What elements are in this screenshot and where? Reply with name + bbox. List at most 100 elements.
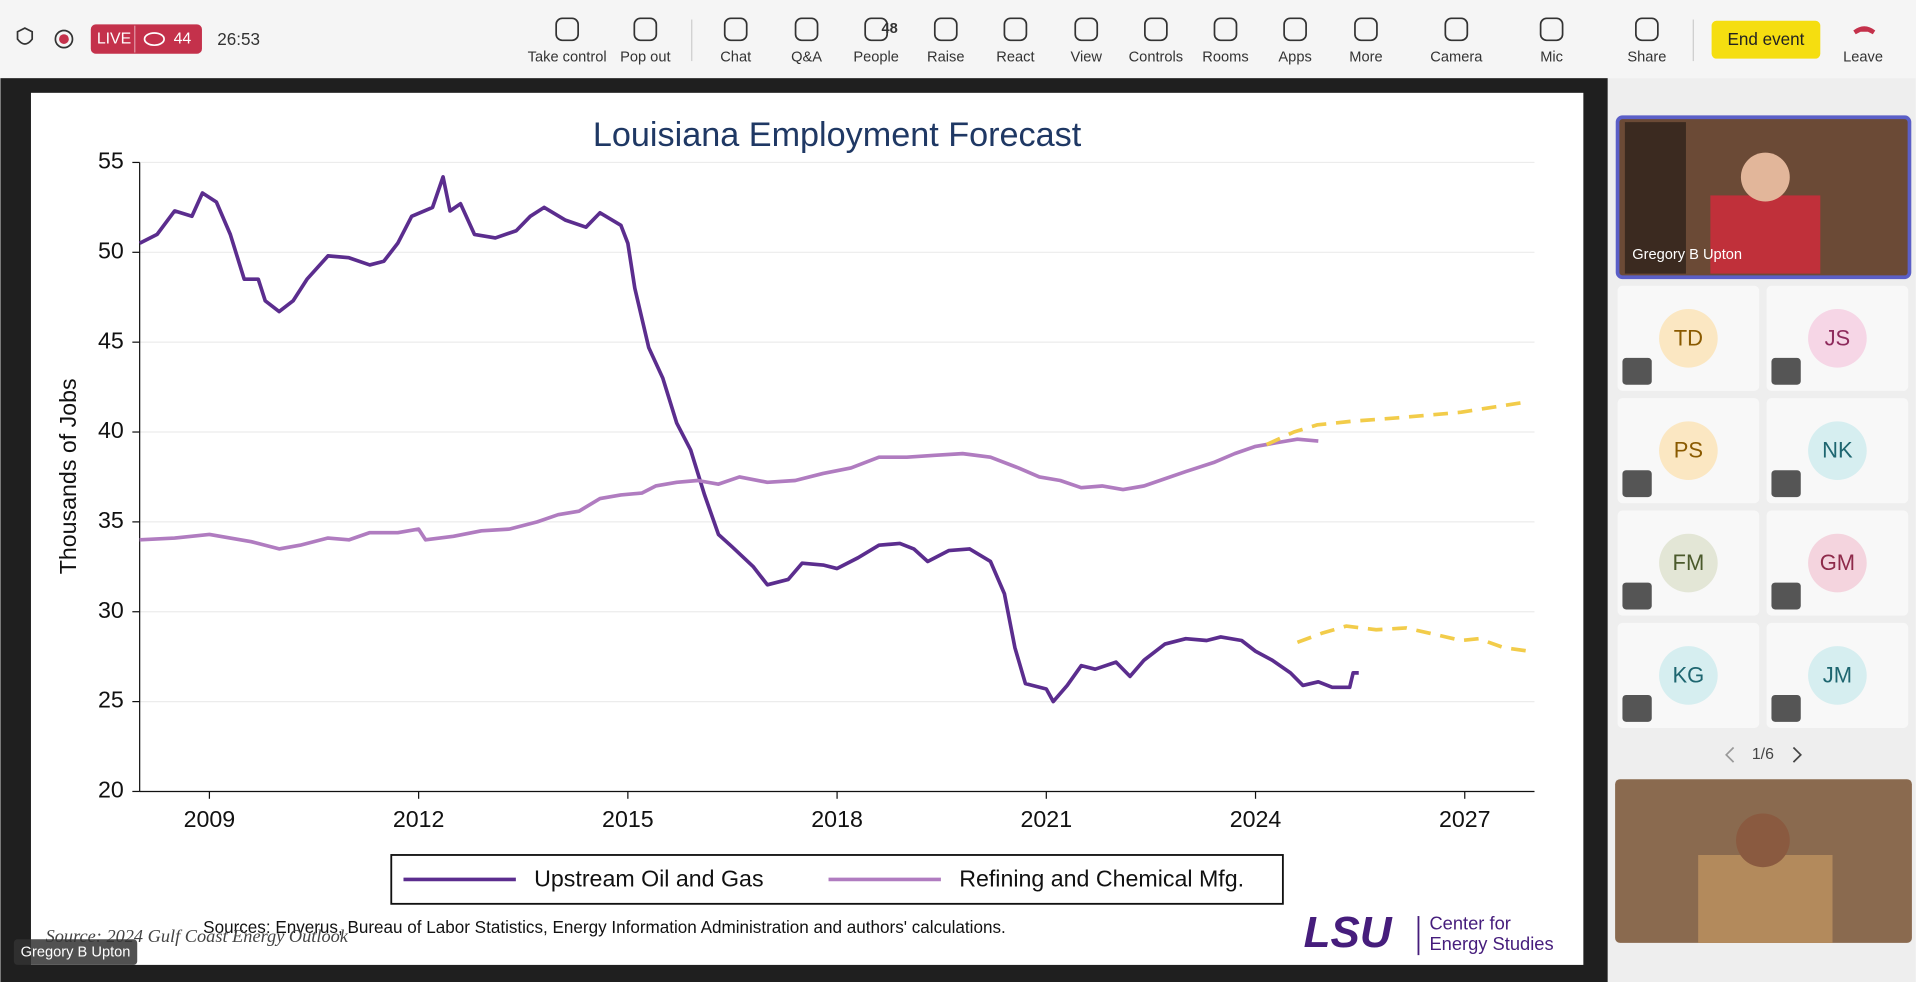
sources-text: Sources: Enverus, Bureau of Labor Statis…: [203, 918, 1006, 937]
avatar-initials: TD: [1674, 325, 1703, 350]
y-axis-label: Thousands of Jobs: [55, 378, 81, 574]
x-tick-label: 2015: [602, 806, 654, 832]
legend-label: Upstream Oil and Gas: [534, 866, 763, 892]
video-person: [1710, 195, 1821, 274]
y-tick-label: 45: [98, 327, 124, 353]
series-line: [138, 175, 1359, 704]
video-person: [1740, 152, 1790, 202]
button-label[interactable]: People: [853, 49, 899, 65]
avatar: [1808, 421, 1867, 481]
y-tick-label: 35: [98, 507, 124, 533]
button-label[interactable]: Chat: [720, 49, 751, 65]
logo-line: Center for: [1429, 912, 1510, 933]
live-label: LIVE: [97, 30, 131, 47]
button-icon[interactable]: [794, 17, 819, 42]
button-icon[interactable]: [1444, 17, 1469, 42]
button-label[interactable]: React: [996, 49, 1034, 65]
avatar-initials: KG: [1673, 662, 1705, 687]
button-label[interactable]: Q&A: [791, 49, 822, 65]
button-icon[interactable]: [1213, 17, 1238, 42]
logo-line: Energy Studies: [1429, 933, 1553, 954]
button-icon[interactable]: [1144, 17, 1168, 42]
mute-icon: [1771, 582, 1801, 610]
mute-icon: [1771, 470, 1801, 498]
x-tick-label: 2018: [811, 806, 863, 832]
button-label[interactable]: Raise: [927, 49, 964, 65]
chart-title: Louisiana Employment Forecast: [593, 116, 1082, 154]
y-tick-label: 50: [98, 237, 124, 263]
button-icon[interactable]: [1003, 17, 1028, 42]
button-label[interactable]: More: [1349, 49, 1382, 65]
button-icon[interactable]: [1354, 17, 1378, 42]
end-event-button[interactable]: [1711, 20, 1821, 59]
series-line: [139, 437, 1319, 551]
button-label[interactable]: Apps: [1278, 49, 1311, 65]
mute-icon: [1622, 582, 1652, 610]
record-icon: [54, 29, 74, 49]
button-icon[interactable]: [555, 17, 580, 42]
button-icon[interactable]: [1635, 17, 1659, 42]
x-tick-label: 2027: [1439, 806, 1491, 832]
avatar-initials: JM: [1823, 662, 1852, 687]
x-tick-label: 2009: [184, 806, 236, 832]
button-icon[interactable]: [633, 17, 658, 42]
button-icon[interactable]: [1074, 17, 1099, 42]
avatar: [1659, 421, 1718, 481]
next-page[interactable]: [1792, 746, 1802, 763]
y-tick-label: 25: [98, 687, 124, 713]
avatar: [1808, 533, 1867, 593]
mute-icon: [1622, 357, 1652, 385]
presenter-label: Gregory B Upton: [21, 945, 131, 961]
avatar-initials: GM: [1820, 550, 1855, 575]
live-badge: [90, 24, 202, 54]
button-label[interactable]: Take control: [528, 49, 607, 65]
video-person: [1698, 854, 1833, 943]
mute-icon: [1771, 357, 1801, 385]
avatar: [1808, 309, 1867, 368]
featured-name: Gregory B Upton: [1632, 247, 1742, 263]
mute-icon: [1622, 470, 1652, 498]
x-tick-label: 2021: [1021, 806, 1073, 832]
forecast-line: [1296, 624, 1530, 654]
viewers-icon: [143, 32, 165, 47]
avatar-initials: NK: [1822, 438, 1853, 463]
slide: [30, 92, 1584, 965]
avatar-initials: PS: [1674, 438, 1703, 463]
avatar-initials: FM: [1673, 550, 1705, 575]
button-label[interactable]: Share: [1627, 49, 1666, 65]
y-tick-label: 55: [98, 148, 124, 174]
end-event-label[interactable]: End event: [1727, 30, 1804, 49]
button-label[interactable]: View: [1071, 49, 1103, 65]
button-label[interactable]: Pop out: [620, 49, 670, 65]
leave-label[interactable]: Leave: [1843, 49, 1883, 65]
y-tick-label: 20: [98, 777, 124, 803]
forecast-line: [1265, 399, 1530, 447]
button-label[interactable]: Camera: [1430, 49, 1483, 65]
button-icon[interactable]: [864, 17, 889, 42]
video-person: [1736, 813, 1790, 868]
mute-icon: [1771, 694, 1801, 722]
shield-icon: [16, 27, 34, 45]
avatar: [1659, 309, 1718, 368]
legend-label: Refining and Chemical Mfg.: [959, 866, 1244, 892]
viewer-count: 44: [174, 30, 192, 47]
button-icon[interactable]: [1539, 17, 1564, 42]
button-label[interactable]: Rooms: [1202, 49, 1248, 65]
avatar: [1659, 533, 1718, 593]
prev-page[interactable]: [1725, 746, 1735, 763]
lsu-logo: LSU: [1304, 908, 1393, 957]
button-icon[interactable]: [723, 17, 748, 42]
button-icon[interactable]: [1283, 17, 1307, 42]
people-count: 48: [881, 21, 897, 37]
leave-icon[interactable]: [1853, 26, 1876, 35]
x-tick-label: 2024: [1230, 806, 1282, 832]
meeting-time: 26:53: [217, 30, 260, 49]
record-dot: [59, 34, 69, 44]
toolbar: [0, 0, 1916, 79]
button-label[interactable]: Controls: [1129, 49, 1184, 65]
presenter-badge: [13, 939, 138, 965]
button-icon[interactable]: [933, 17, 958, 42]
button-label[interactable]: Mic: [1540, 49, 1563, 65]
